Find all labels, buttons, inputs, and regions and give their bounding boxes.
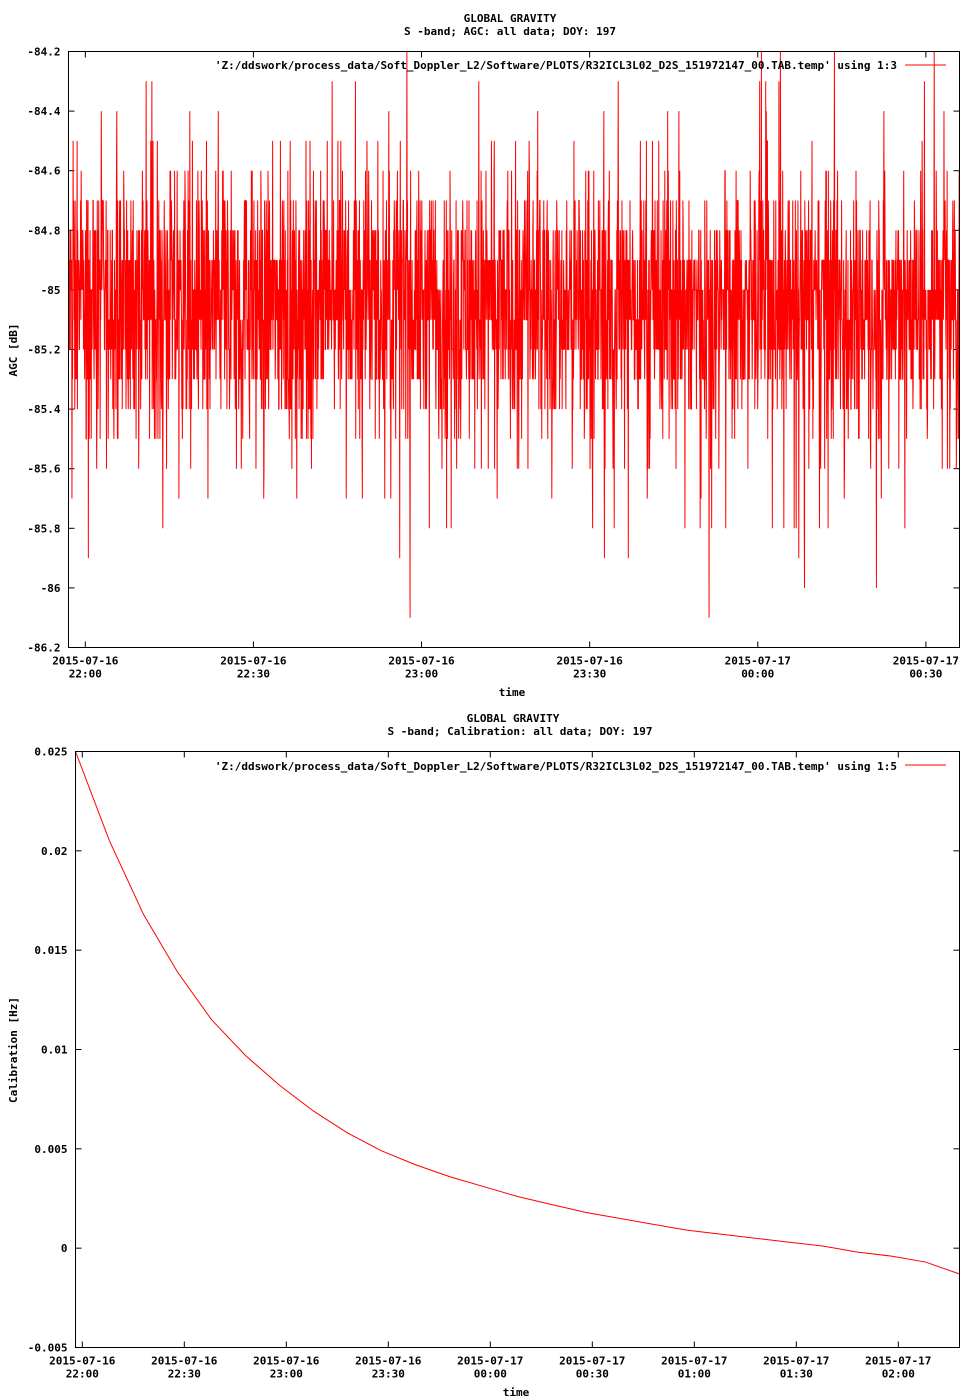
agc-x-axis-label: time (499, 686, 526, 699)
calibration-x-axis-label: time (503, 1386, 530, 1399)
agc-axis-ticks: -84.2 -84.4 -84.6 -84.8 -85 -85.2 -85.4 -85.6 -8… (27, 46, 960, 681)
y-tick-label: -84.4 (27, 105, 60, 118)
x-tick-label-date: 2015-07-17 (865, 1355, 931, 1368)
agc-series (68, 51, 960, 618)
x-tick-label-time: 23:30 (372, 1368, 405, 1381)
x-tick-label-date: 2015-07-16 (151, 1355, 218, 1368)
x-tick-label-time: 23:00 (405, 668, 438, 681)
x-tick-label-time: 00:30 (576, 1368, 609, 1381)
y-tick-label: -0.005 (28, 1342, 68, 1355)
x-tick-label-time: 02:00 (882, 1368, 915, 1381)
y-tick-label: -84.2 (27, 46, 60, 59)
x-tick-label-date: 2015-07-17 (893, 655, 959, 668)
x-tick-label-time: 00:00 (741, 668, 774, 681)
y-tick-label: 0.01 (41, 1044, 68, 1057)
calibration-chart: GLOBAL GRAVITY S -band; Calibration: all… (7, 712, 960, 1399)
x-tick-label-date: 2015-07-17 (725, 655, 791, 668)
calibration-chart-subtitle: S -band; Calibration: all data; DOY: 197 (388, 725, 653, 738)
agc-chart-title: GLOBAL GRAVITY (464, 12, 557, 25)
y-tick-label: 0 (61, 1242, 68, 1255)
y-tick-label: 0.005 (34, 1143, 67, 1156)
x-tick-label-date: 2015-07-16 (557, 655, 624, 668)
x-tick-label-time: 23:00 (270, 1368, 303, 1381)
y-tick-label: -85 (41, 284, 61, 297)
x-tick-label-time: 01:00 (678, 1368, 711, 1381)
y-tick-label: -85.8 (27, 522, 60, 535)
x-tick-label-time: 22:30 (168, 1368, 201, 1381)
x-tick-label-date: 2015-07-17 (457, 1355, 523, 1368)
x-tick-label-date: 2015-07-16 (388, 655, 455, 668)
y-tick-label: -86.2 (27, 642, 60, 655)
y-tick-label: 0.025 (34, 746, 67, 759)
agc-chart: GLOBAL GRAVITY S -band; AGC: all data; D… (7, 12, 960, 699)
x-tick-label-time: 22:00 (66, 1368, 99, 1381)
x-tick-label-date: 2015-07-17 (559, 1355, 625, 1368)
agc-plot-frame (68, 51, 960, 648)
y-tick-label: -84.8 (27, 224, 60, 237)
x-tick-label-date: 2015-07-16 (49, 1355, 116, 1368)
agc-y-axis-label: AGC [dB] (7, 324, 20, 377)
x-tick-label-time: 01:30 (780, 1368, 813, 1381)
series-line-0 (75, 751, 960, 1275)
y-tick-label: -85.4 (27, 403, 60, 416)
x-tick-label-time: 00:30 (909, 668, 942, 681)
calibration-series (75, 751, 960, 1275)
calibration-y-axis-label: Calibration [Hz] (7, 997, 20, 1103)
x-tick-label-date: 2015-07-16 (220, 655, 287, 668)
y-tick-label: 0.015 (34, 944, 67, 957)
calibration-chart-title: GLOBAL GRAVITY (467, 712, 560, 725)
y-tick-label: -86 (41, 582, 61, 595)
calibration-plot-frame (75, 751, 960, 1348)
x-tick-label-time: 00:00 (474, 1368, 507, 1381)
x-tick-label-date: 2015-07-16 (355, 1355, 422, 1368)
x-tick-label-time: 22:00 (69, 668, 102, 681)
x-tick-label-date: 2015-07-17 (661, 1355, 727, 1368)
calibration-legend-label: 'Z:/ddswork/process_data/Soft_Doppler_L2… (215, 760, 897, 773)
x-tick-label-date: 2015-07-17 (763, 1355, 829, 1368)
x-tick-label-time: 23:30 (573, 668, 606, 681)
x-tick-label-date: 2015-07-16 (253, 1355, 320, 1368)
agc-legend-label: 'Z:/ddswork/process_data/Soft_Doppler_L2… (215, 59, 897, 72)
x-tick-label-time: 22:30 (237, 668, 270, 681)
calibration-axis-ticks: 0.0250.020.0150.010.0050-0.0052015-07-16… (28, 746, 960, 1381)
y-tick-label: -85.6 (27, 463, 60, 476)
x-tick-label-date: 2015-07-16 (52, 655, 119, 668)
y-tick-label: 0.02 (41, 845, 68, 858)
agc-chart-subtitle: S -band; AGC: all data; DOY: 197 (404, 25, 616, 38)
series-line-0 (68, 51, 960, 618)
y-tick-label: -84.6 (27, 165, 60, 178)
y-tick-label: -85.2 (27, 344, 60, 357)
